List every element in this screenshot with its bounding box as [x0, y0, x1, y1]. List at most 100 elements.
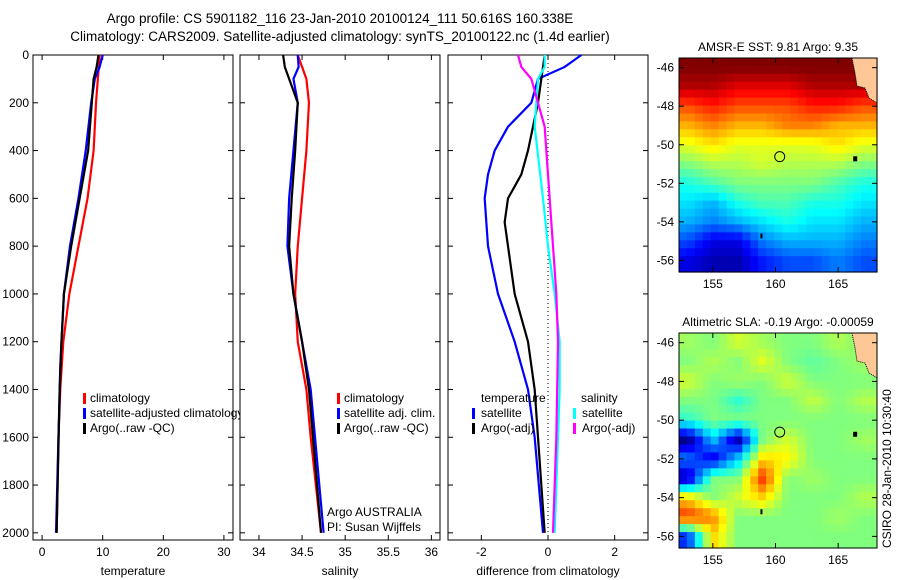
map-cell — [686, 248, 696, 257]
map-cell — [679, 137, 688, 146]
map-cell — [813, 168, 823, 178]
map-cell — [726, 460, 736, 469]
map-cell — [845, 137, 854, 146]
y-tick-label: 1000 — [2, 287, 29, 301]
map-cell — [789, 105, 799, 115]
map-cell — [837, 89, 846, 99]
map-cell — [853, 153, 862, 162]
map-cell — [766, 256, 775, 265]
map-cell — [686, 256, 696, 265]
map-cell — [686, 364, 696, 374]
map-cell — [679, 240, 688, 249]
map-cell — [758, 508, 767, 517]
map-cell — [821, 428, 831, 438]
map-cell — [694, 97, 704, 107]
map-cell — [766, 121, 775, 130]
map-cell — [821, 372, 831, 382]
map-cell — [702, 364, 712, 374]
map-cell — [829, 436, 838, 446]
map-cell — [797, 89, 807, 99]
map-cell — [861, 264, 870, 273]
map-cell — [821, 161, 831, 170]
map-cell — [679, 524, 688, 533]
map-cell — [861, 248, 870, 257]
map-cell — [718, 121, 728, 130]
map-cell — [750, 58, 759, 67]
map-cell — [718, 333, 728, 342]
map-cell — [758, 129, 767, 138]
legend-swatch — [83, 393, 86, 404]
map-cell — [758, 436, 767, 446]
series-line-satellite — [533, 55, 561, 533]
map-cell — [734, 264, 743, 273]
map-cell — [710, 224, 720, 233]
map-cell — [774, 444, 783, 454]
map-cell — [766, 105, 775, 115]
map-cell — [861, 404, 870, 414]
map-cell — [845, 58, 854, 67]
map-cell — [710, 444, 720, 454]
map-cell — [797, 420, 807, 430]
map-cell — [750, 348, 759, 358]
map-cell — [710, 208, 720, 218]
map-cell — [813, 137, 823, 146]
map-cell — [774, 468, 783, 477]
map-cell — [821, 452, 831, 462]
map-cell — [742, 404, 751, 414]
legend-swatch — [83, 408, 86, 419]
map-cell — [694, 168, 704, 178]
map-cell — [869, 97, 878, 107]
map-cell — [789, 444, 799, 454]
map-cell — [758, 484, 767, 493]
map-cell — [774, 396, 783, 406]
map-cell — [861, 129, 870, 138]
map-cell — [845, 256, 854, 265]
map-cell — [869, 444, 878, 454]
map-cell — [750, 380, 759, 390]
map-cell — [829, 113, 838, 123]
map-cell — [702, 333, 712, 342]
map-cell — [845, 460, 854, 469]
map-cell — [781, 540, 791, 549]
map-cell — [861, 540, 870, 549]
map-cell — [781, 468, 791, 477]
map-cell — [742, 372, 751, 382]
map-cell — [789, 161, 799, 170]
map-cell — [710, 121, 720, 130]
map-cell — [694, 340, 704, 350]
map-cell — [813, 113, 823, 123]
map-cell — [758, 240, 767, 249]
map-cell — [821, 232, 831, 241]
map-cell — [869, 208, 878, 218]
map-cell — [726, 532, 736, 541]
map-cell — [758, 58, 767, 67]
map-cell — [758, 452, 767, 462]
map-cell — [710, 192, 720, 202]
map-cell — [781, 145, 791, 154]
map-cell — [837, 348, 846, 358]
map-cell — [758, 428, 767, 438]
map-cell — [829, 224, 838, 233]
map-cell — [758, 540, 767, 549]
map-cell — [734, 388, 743, 398]
map-cell — [813, 356, 823, 366]
map-cell — [758, 248, 767, 257]
map-cell — [789, 216, 799, 226]
map-cell — [702, 420, 712, 430]
map-cell — [726, 484, 736, 493]
map-cell — [694, 105, 704, 115]
map-cell — [734, 184, 743, 194]
map-cell — [718, 105, 728, 115]
map-cell — [766, 348, 775, 358]
series-line-climatology — [294, 54, 323, 533]
map-cell — [774, 137, 783, 146]
map-cell — [869, 184, 878, 194]
map-cell — [702, 200, 712, 210]
map-cell — [758, 396, 767, 406]
map-cell — [766, 65, 775, 75]
map-cell — [726, 58, 736, 67]
map-cell — [702, 380, 712, 390]
map-cell — [758, 65, 767, 75]
map-cell — [861, 97, 870, 107]
map-cell — [797, 444, 807, 454]
